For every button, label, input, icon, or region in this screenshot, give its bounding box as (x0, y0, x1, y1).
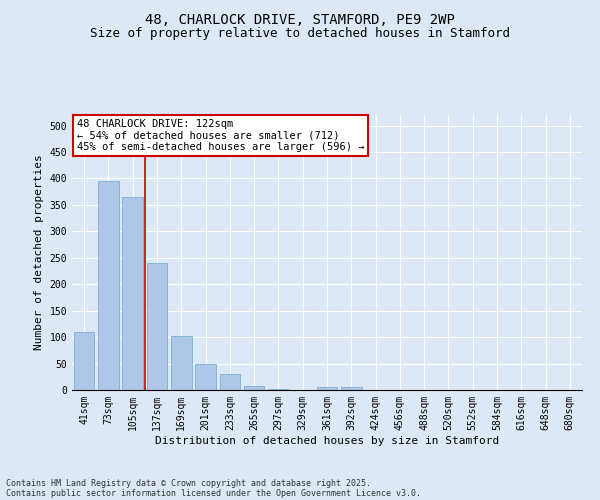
Bar (195, 364, 216, 390)
Y-axis label: Number of detached properties: Number of detached properties (34, 154, 44, 350)
Bar (317, 388, 337, 390)
Bar (146, 263, 167, 390)
Bar (98, 181, 119, 390)
Bar (268, 389, 289, 390)
Text: Contains HM Land Registry data © Crown copyright and database right 2025.: Contains HM Land Registry data © Crown c… (6, 478, 371, 488)
Text: 48, CHARLOCK DRIVE, STAMFORD, PE9 2WP: 48, CHARLOCK DRIVE, STAMFORD, PE9 2WP (145, 12, 455, 26)
Bar (122, 197, 143, 390)
Text: 48 CHARLOCK DRIVE: 122sqm
← 54% of detached houses are smaller (712)
45% of semi: 48 CHARLOCK DRIVE: 122sqm ← 54% of detac… (77, 119, 365, 152)
Bar (74, 332, 94, 390)
Bar (171, 336, 191, 390)
Bar (341, 388, 362, 390)
Text: Contains public sector information licensed under the Open Government Licence v3: Contains public sector information licen… (6, 488, 421, 498)
X-axis label: Distribution of detached houses by size in Stamford: Distribution of detached houses by size … (155, 436, 499, 446)
Bar (244, 386, 265, 390)
Text: Size of property relative to detached houses in Stamford: Size of property relative to detached ho… (90, 28, 510, 40)
Bar (220, 374, 240, 390)
